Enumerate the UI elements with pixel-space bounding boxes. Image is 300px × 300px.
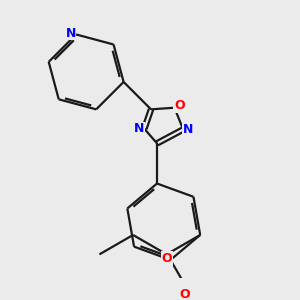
Text: N: N [65, 27, 76, 40]
Text: O: O [174, 99, 185, 112]
Text: O: O [180, 288, 190, 300]
Text: N: N [134, 122, 145, 135]
Text: O: O [161, 252, 172, 265]
Text: N: N [183, 123, 194, 136]
